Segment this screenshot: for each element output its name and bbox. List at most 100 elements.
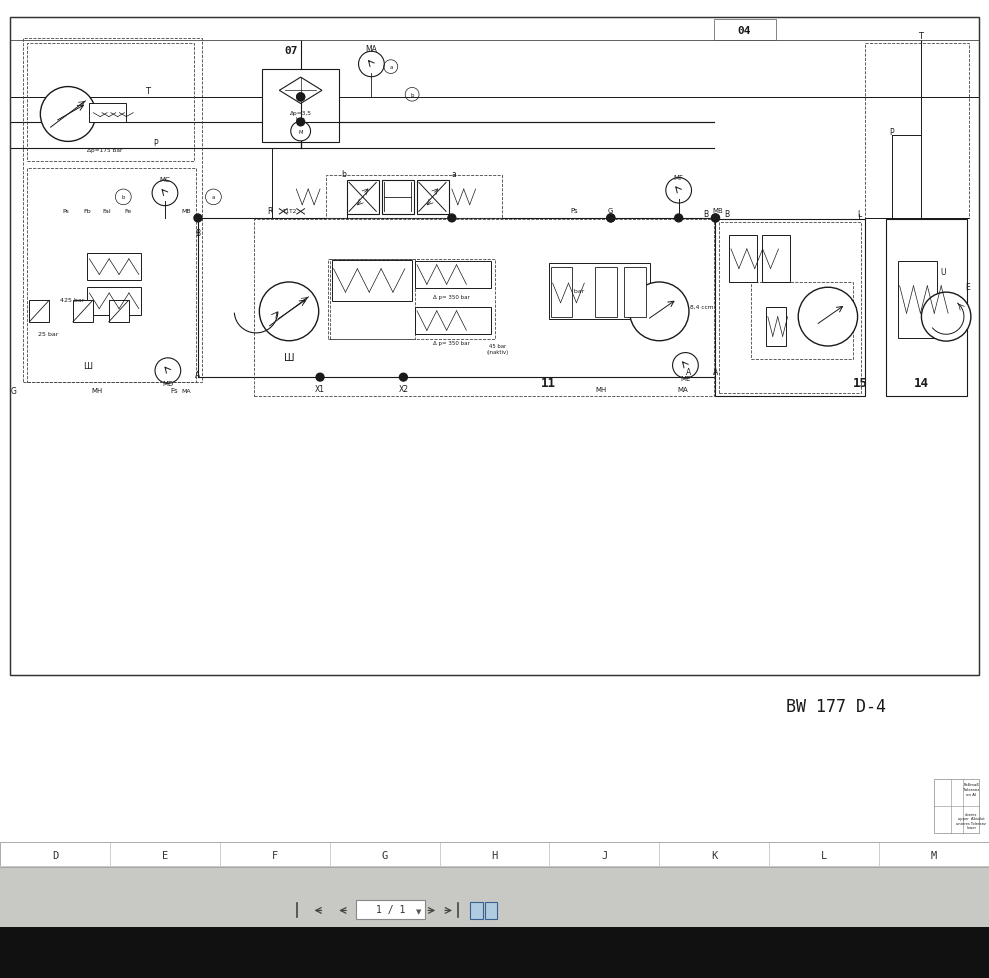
- Text: Δ p= 350 bar: Δ p= 350 bar: [433, 295, 471, 300]
- Polygon shape: [279, 78, 322, 105]
- Bar: [765, 308, 785, 346]
- Circle shape: [291, 122, 311, 142]
- Bar: [729, 236, 757, 283]
- Text: A: A: [195, 371, 201, 379]
- Text: B: B: [196, 229, 201, 238]
- Text: J: J: [601, 850, 607, 860]
- Text: Fs: Fs: [171, 388, 178, 394]
- Text: H: H: [492, 850, 497, 860]
- Text: Δp=175 bar: Δp=175 bar: [87, 148, 123, 153]
- Text: b: b: [341, 169, 346, 179]
- Text: G: G: [608, 208, 613, 214]
- Text: a: a: [212, 196, 215, 200]
- Text: L: L: [856, 210, 861, 219]
- Text: L: L: [821, 850, 827, 860]
- Text: F: F: [272, 850, 278, 860]
- Text: MC: MC: [159, 177, 170, 183]
- Text: Fal: Fal: [103, 208, 111, 213]
- Text: b: b: [122, 196, 125, 200]
- Text: MA: MA: [677, 386, 688, 392]
- FancyBboxPatch shape: [356, 900, 425, 919]
- Text: a: a: [389, 66, 393, 70]
- Bar: [624, 267, 646, 317]
- Circle shape: [194, 215, 202, 223]
- Text: MA: MA: [181, 388, 191, 393]
- Circle shape: [400, 374, 407, 381]
- Bar: [89, 105, 127, 123]
- Text: K: K: [711, 850, 717, 860]
- Bar: [595, 267, 617, 317]
- Bar: [415, 262, 491, 289]
- Bar: [24, 39, 202, 383]
- Bar: [28, 44, 194, 162]
- Text: MB: MB: [181, 208, 191, 213]
- Text: M: M: [299, 129, 303, 134]
- Text: R: R: [267, 206, 272, 215]
- Text: E: E: [965, 283, 970, 291]
- Text: G: G: [11, 386, 17, 395]
- Text: MD: MD: [162, 381, 173, 387]
- Text: 14: 14: [914, 377, 929, 389]
- Text: T: T: [145, 87, 150, 96]
- Text: 04: 04: [738, 25, 752, 36]
- Text: 25 bar: 25 bar: [39, 332, 59, 336]
- Circle shape: [711, 215, 719, 223]
- Text: a: a: [451, 169, 456, 179]
- Bar: [28, 169, 196, 383]
- Bar: [10, 18, 979, 675]
- Text: Ш: Ш: [83, 362, 92, 371]
- Text: 1 / 1: 1 / 1: [376, 905, 405, 914]
- Text: 15: 15: [854, 377, 868, 389]
- Bar: [470, 902, 483, 919]
- Text: B: B: [703, 210, 708, 219]
- Bar: [0, 842, 989, 867]
- Bar: [382, 181, 413, 215]
- Circle shape: [674, 215, 682, 223]
- Circle shape: [607, 215, 615, 223]
- Text: Ps: Ps: [571, 208, 578, 214]
- Text: 365 bar: 365 bar: [561, 289, 584, 293]
- Circle shape: [607, 215, 615, 223]
- Bar: [0, 927, 989, 978]
- Bar: [109, 301, 129, 323]
- Bar: [87, 253, 140, 281]
- Text: D: D: [51, 850, 58, 860]
- Bar: [331, 261, 412, 301]
- Bar: [415, 308, 491, 334]
- Bar: [73, 301, 93, 323]
- Text: X2: X2: [399, 385, 408, 394]
- Circle shape: [41, 87, 96, 142]
- Text: E: E: [162, 850, 168, 860]
- Circle shape: [297, 94, 305, 102]
- Text: MA: MA: [366, 45, 378, 54]
- Circle shape: [922, 292, 971, 341]
- Bar: [762, 236, 789, 283]
- Circle shape: [259, 283, 318, 341]
- Bar: [713, 21, 775, 41]
- Text: 425 bar: 425 bar: [59, 297, 84, 303]
- Text: B: B: [725, 210, 730, 219]
- Text: Δ p= 350 bar: Δ p= 350 bar: [433, 341, 471, 346]
- Text: G: G: [382, 850, 388, 860]
- Text: P: P: [153, 139, 157, 149]
- Text: 11: 11: [541, 377, 556, 389]
- Text: b: b: [410, 93, 413, 98]
- Text: T: T: [919, 31, 924, 40]
- Bar: [347, 181, 379, 215]
- Text: Fe: Fe: [125, 208, 132, 213]
- Text: T1T2: T1T2: [282, 208, 297, 213]
- Circle shape: [798, 288, 857, 346]
- Bar: [30, 301, 49, 323]
- Bar: [549, 263, 650, 320]
- Text: X1: X1: [315, 385, 325, 394]
- Text: M: M: [931, 850, 938, 860]
- Bar: [325, 175, 502, 219]
- Text: U: U: [941, 268, 946, 277]
- Bar: [715, 220, 864, 396]
- Text: 45 bar
(inaktiv): 45 bar (inaktiv): [487, 343, 508, 354]
- Bar: [10, 18, 979, 675]
- Bar: [327, 259, 494, 339]
- Bar: [551, 267, 573, 317]
- Circle shape: [297, 94, 305, 102]
- Text: MH: MH: [595, 386, 606, 392]
